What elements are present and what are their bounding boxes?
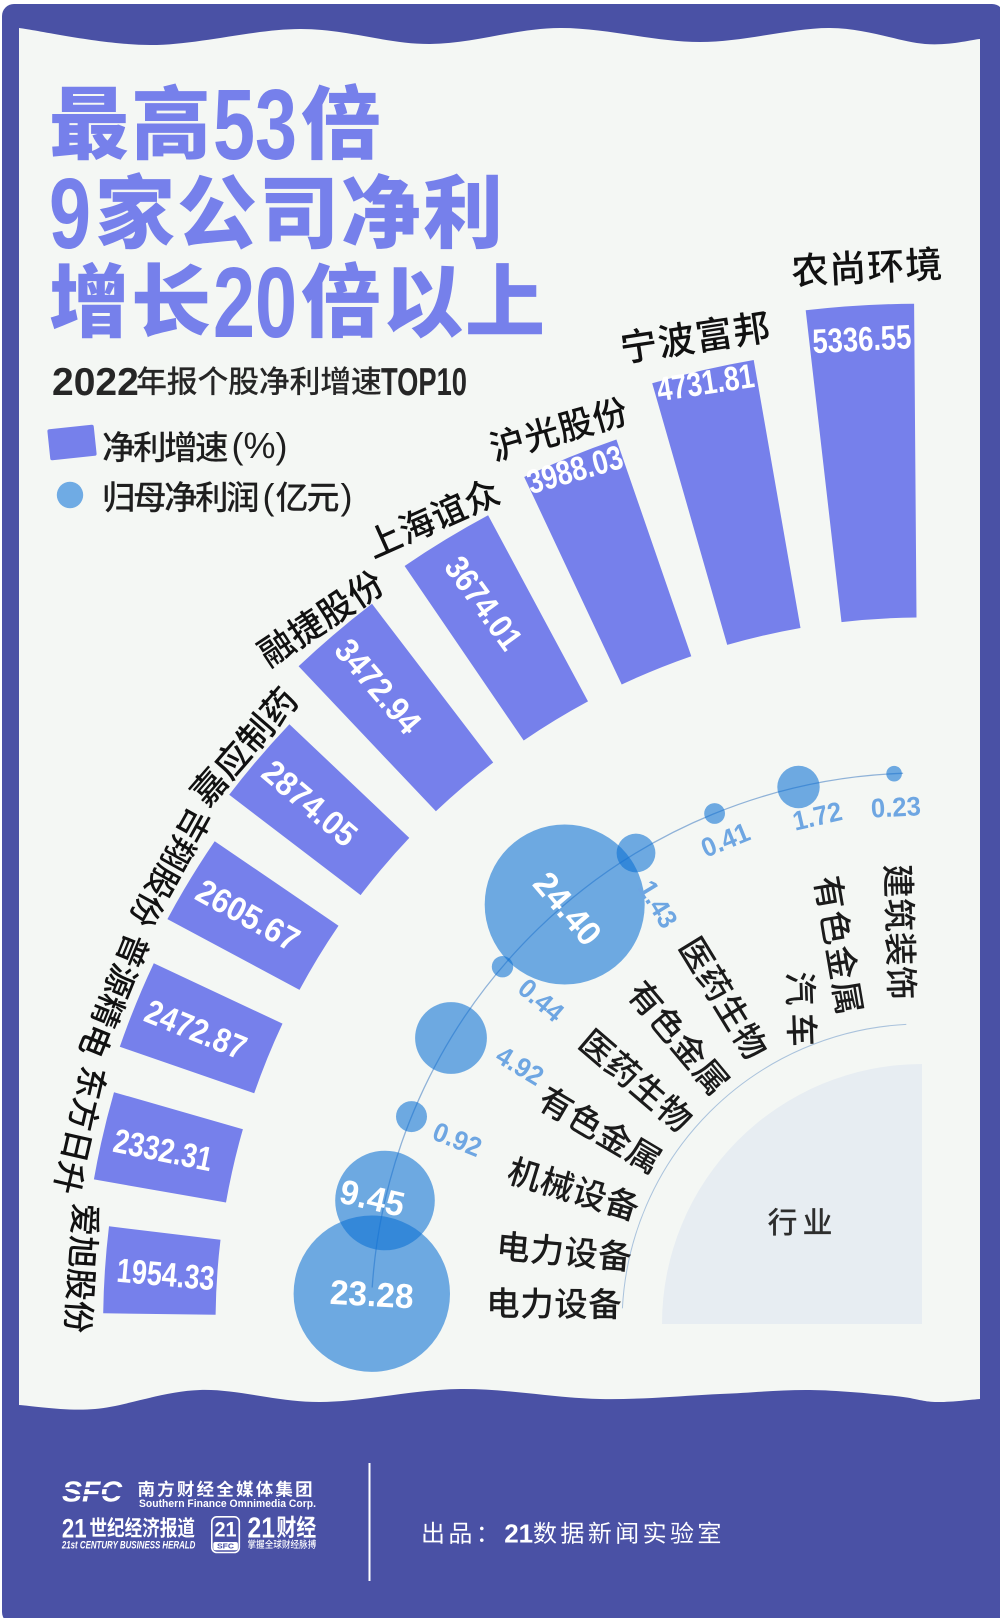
svg-text:21: 21	[62, 1513, 87, 1543]
svg-text:53: 53	[213, 69, 297, 181]
svg-text:5336.55: 5336.55	[811, 318, 912, 361]
svg-text:2022: 2022	[52, 361, 139, 404]
svg-text:20: 20	[213, 247, 297, 359]
svg-text:(: (	[263, 476, 275, 517]
svg-text:21: 21	[215, 1519, 237, 1542]
svg-text:21: 21	[504, 1518, 533, 1548]
svg-text:Southern Finance Omnimedia Cor: Southern Finance Omnimedia Corp.	[139, 1498, 316, 1510]
svg-text:21st CENTURY BUSINESS HERALD: 21st CENTURY BUSINESS HERALD	[61, 1539, 195, 1551]
svg-text:SFC: SFC	[217, 1544, 234, 1551]
svg-text:0.23: 0.23	[870, 791, 921, 823]
svg-text:): )	[341, 476, 353, 517]
svg-text:(%): (%)	[232, 425, 288, 466]
svg-text:TOP10: TOP10	[381, 361, 467, 404]
svg-text:9: 9	[49, 158, 91, 270]
svg-text:23.28: 23.28	[329, 1274, 415, 1317]
svg-text:1954.33: 1954.33	[115, 1252, 216, 1298]
svg-text:SFC: SFC	[62, 1477, 122, 1509]
svg-text:21: 21	[248, 1513, 276, 1545]
